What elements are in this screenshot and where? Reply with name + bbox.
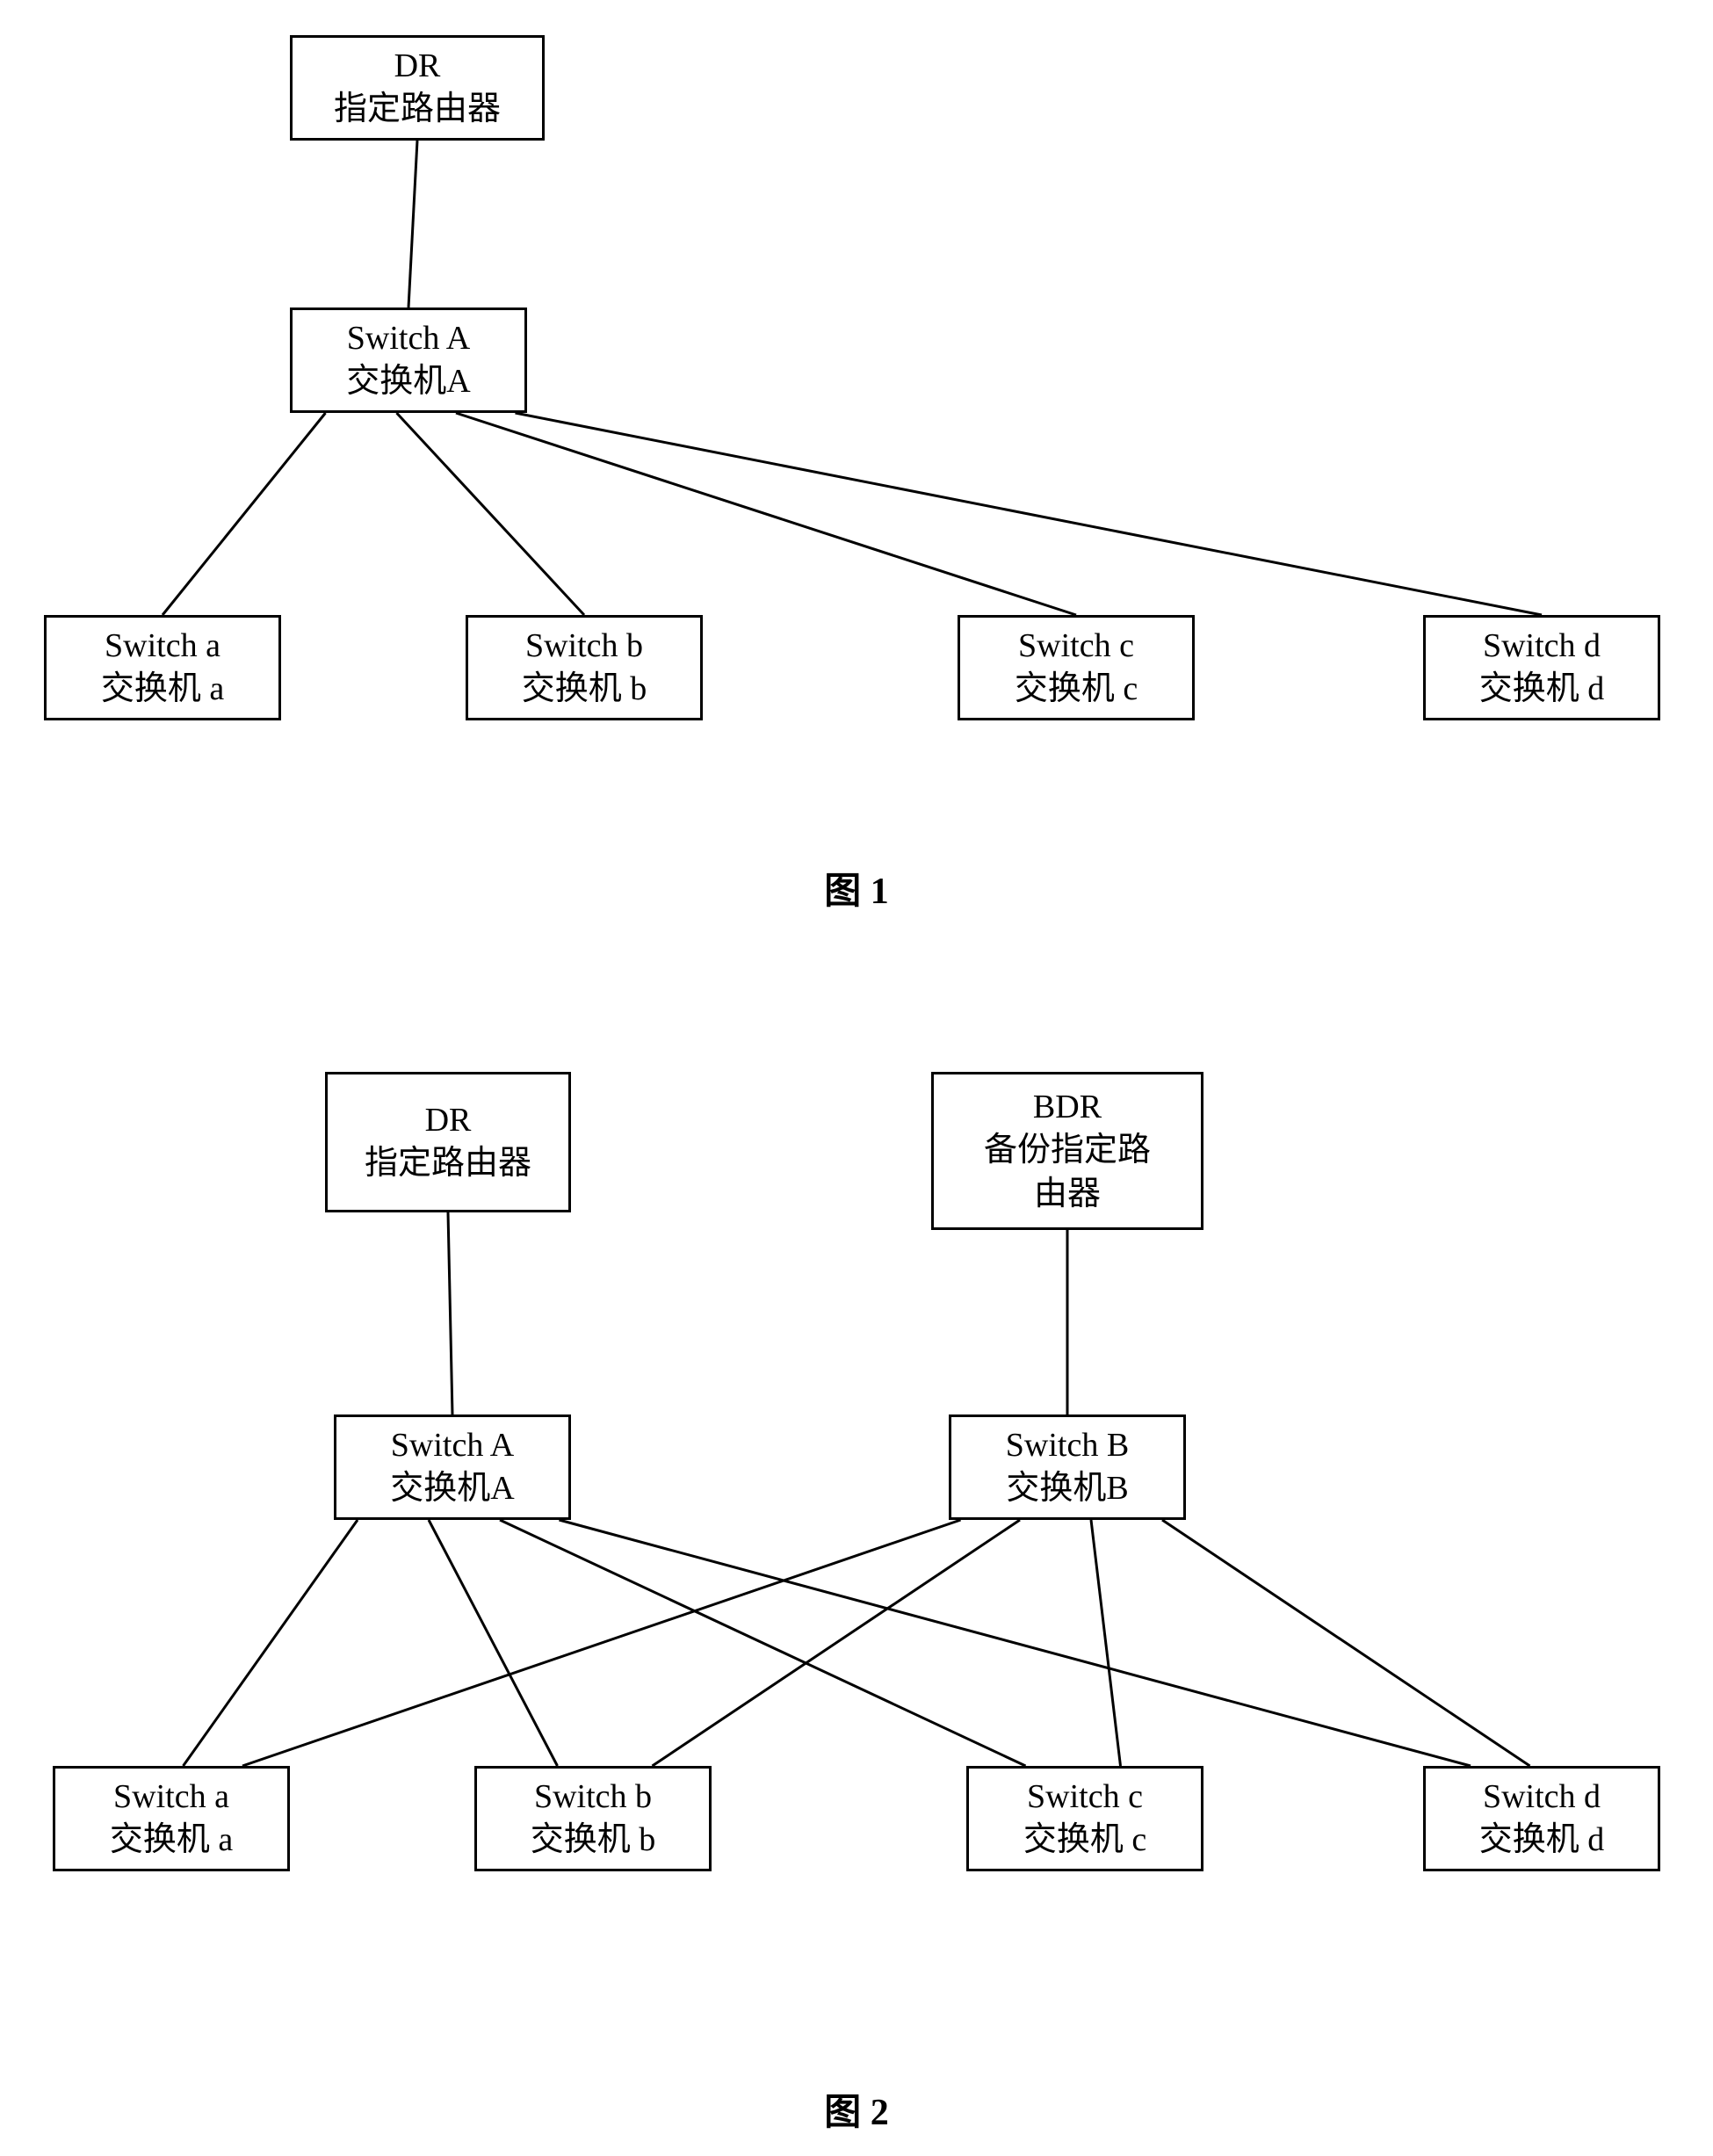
edge	[163, 413, 326, 615]
edge	[242, 1520, 961, 1766]
node-label: 交换机A	[346, 360, 470, 403]
node-swc2: Switch c交换机 c	[966, 1766, 1203, 1871]
node-label: 交换机 c	[1015, 668, 1138, 711]
node-dr2: DR指定路由器	[325, 1072, 571, 1212]
edge	[456, 413, 1076, 615]
node-swa: Switch a交换机 a	[44, 615, 281, 720]
edge	[397, 413, 585, 615]
node-label: Switch a	[105, 625, 220, 668]
node-swd: Switch d交换机 d	[1423, 615, 1660, 720]
node-swB: Switch B交换机B	[949, 1414, 1186, 1520]
edge	[408, 141, 417, 307]
node-label: DR	[394, 45, 441, 88]
node-label: DR	[425, 1099, 472, 1142]
node-label: 交换机 c	[1023, 1819, 1146, 1862]
node-label: 指定路由器	[365, 1142, 531, 1185]
edge	[1091, 1520, 1121, 1766]
node-label: 交换机B	[1006, 1467, 1128, 1510]
node-swa2: Switch a交换机 a	[53, 1766, 290, 1871]
node-label: BDR	[1033, 1086, 1102, 1129]
node-dr: DR指定路由器	[290, 35, 545, 141]
node-label: 备份指定路	[984, 1129, 1151, 1172]
node-label: 交换机 a	[101, 668, 224, 711]
node-label: Switch B	[1006, 1424, 1129, 1467]
figure-caption: 图 2	[769, 2082, 944, 2136]
node-label: 交换机 b	[522, 668, 647, 711]
edge	[560, 1520, 1471, 1766]
node-swb2: Switch b交换机 b	[474, 1766, 712, 1871]
node-label: Switch A	[347, 317, 470, 360]
node-label: 交换机A	[390, 1467, 514, 1510]
node-label: Switch c	[1027, 1776, 1143, 1819]
edge	[429, 1520, 558, 1766]
node-label: 指定路由器	[334, 88, 501, 131]
node-label: Switch d	[1483, 1776, 1601, 1819]
node-label: 交换机 d	[1479, 668, 1605, 711]
node-label: 交换机 b	[531, 1819, 656, 1862]
edge	[1162, 1520, 1530, 1766]
node-label: Switch a	[113, 1776, 229, 1819]
node-swd2: Switch d交换机 d	[1423, 1766, 1660, 1871]
node-swc: Switch c交换机 c	[958, 615, 1195, 720]
node-label: 交换机 d	[1479, 1819, 1605, 1862]
node-swb: Switch b交换机 b	[466, 615, 703, 720]
edge	[184, 1520, 358, 1766]
node-bdr: BDR备份指定路由器	[931, 1072, 1203, 1230]
node-label: 交换机 a	[110, 1819, 233, 1862]
node-label: Switch c	[1018, 625, 1134, 668]
edge	[448, 1212, 452, 1414]
node-label: Switch b	[525, 625, 643, 668]
node-swA: Switch A交换机A	[290, 307, 527, 413]
node-label: Switch b	[534, 1776, 652, 1819]
node-label: Switch A	[391, 1424, 514, 1467]
edge	[653, 1520, 1021, 1766]
figure-caption: 图 1	[769, 861, 944, 915]
edge	[516, 413, 1543, 615]
node-label: 由器	[1034, 1173, 1101, 1216]
node-label: Switch d	[1483, 625, 1601, 668]
node-swA2: Switch A交换机A	[334, 1414, 571, 1520]
edge	[500, 1520, 1026, 1766]
